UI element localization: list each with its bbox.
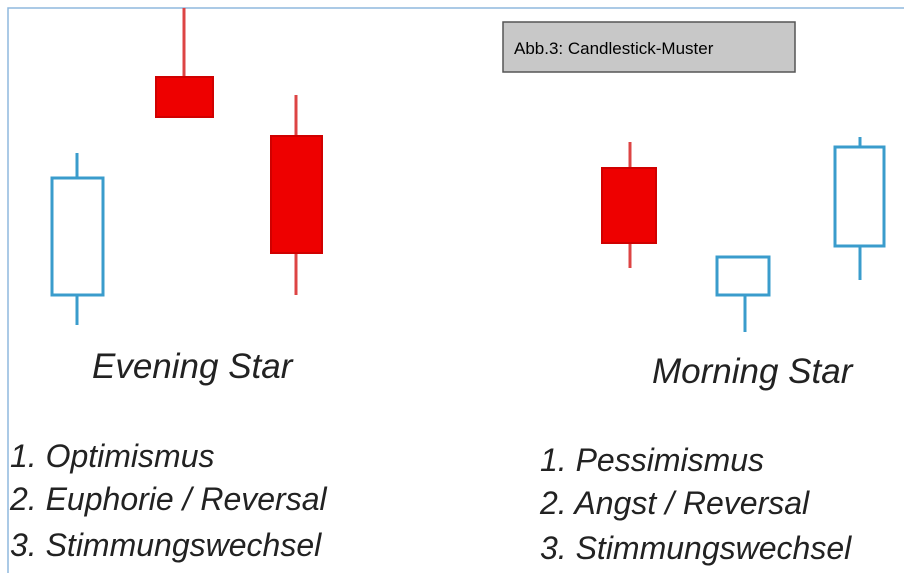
- caption: Abb.3: Candlestick-Muster: [514, 39, 714, 58]
- frame: [7, 7, 904, 573]
- list-item: 3. Stimmungswechsel: [10, 527, 322, 563]
- list-item: 2. Angst / Reversal: [539, 485, 810, 521]
- pattern-label: Evening Star: [92, 347, 294, 386]
- list-item: 1. Pessimismus: [540, 442, 764, 478]
- candle-body: [833, 145, 886, 248]
- pattern-label: Morning Star: [652, 352, 854, 391]
- candle-body: [601, 167, 657, 244]
- list-item: 1. Optimismus: [10, 438, 214, 474]
- evening-star-candles: [50, 8, 323, 325]
- list-item: 3. Stimmungswechsel: [540, 530, 852, 566]
- list-item: 2. Euphorie / Reversal: [9, 481, 328, 517]
- morning-star-candles: [601, 137, 886, 332]
- candle-body: [270, 135, 323, 254]
- caption-box: [502, 21, 796, 73]
- candle-body: [715, 255, 771, 297]
- candle-body: [50, 176, 105, 297]
- candle-body: [155, 76, 214, 118]
